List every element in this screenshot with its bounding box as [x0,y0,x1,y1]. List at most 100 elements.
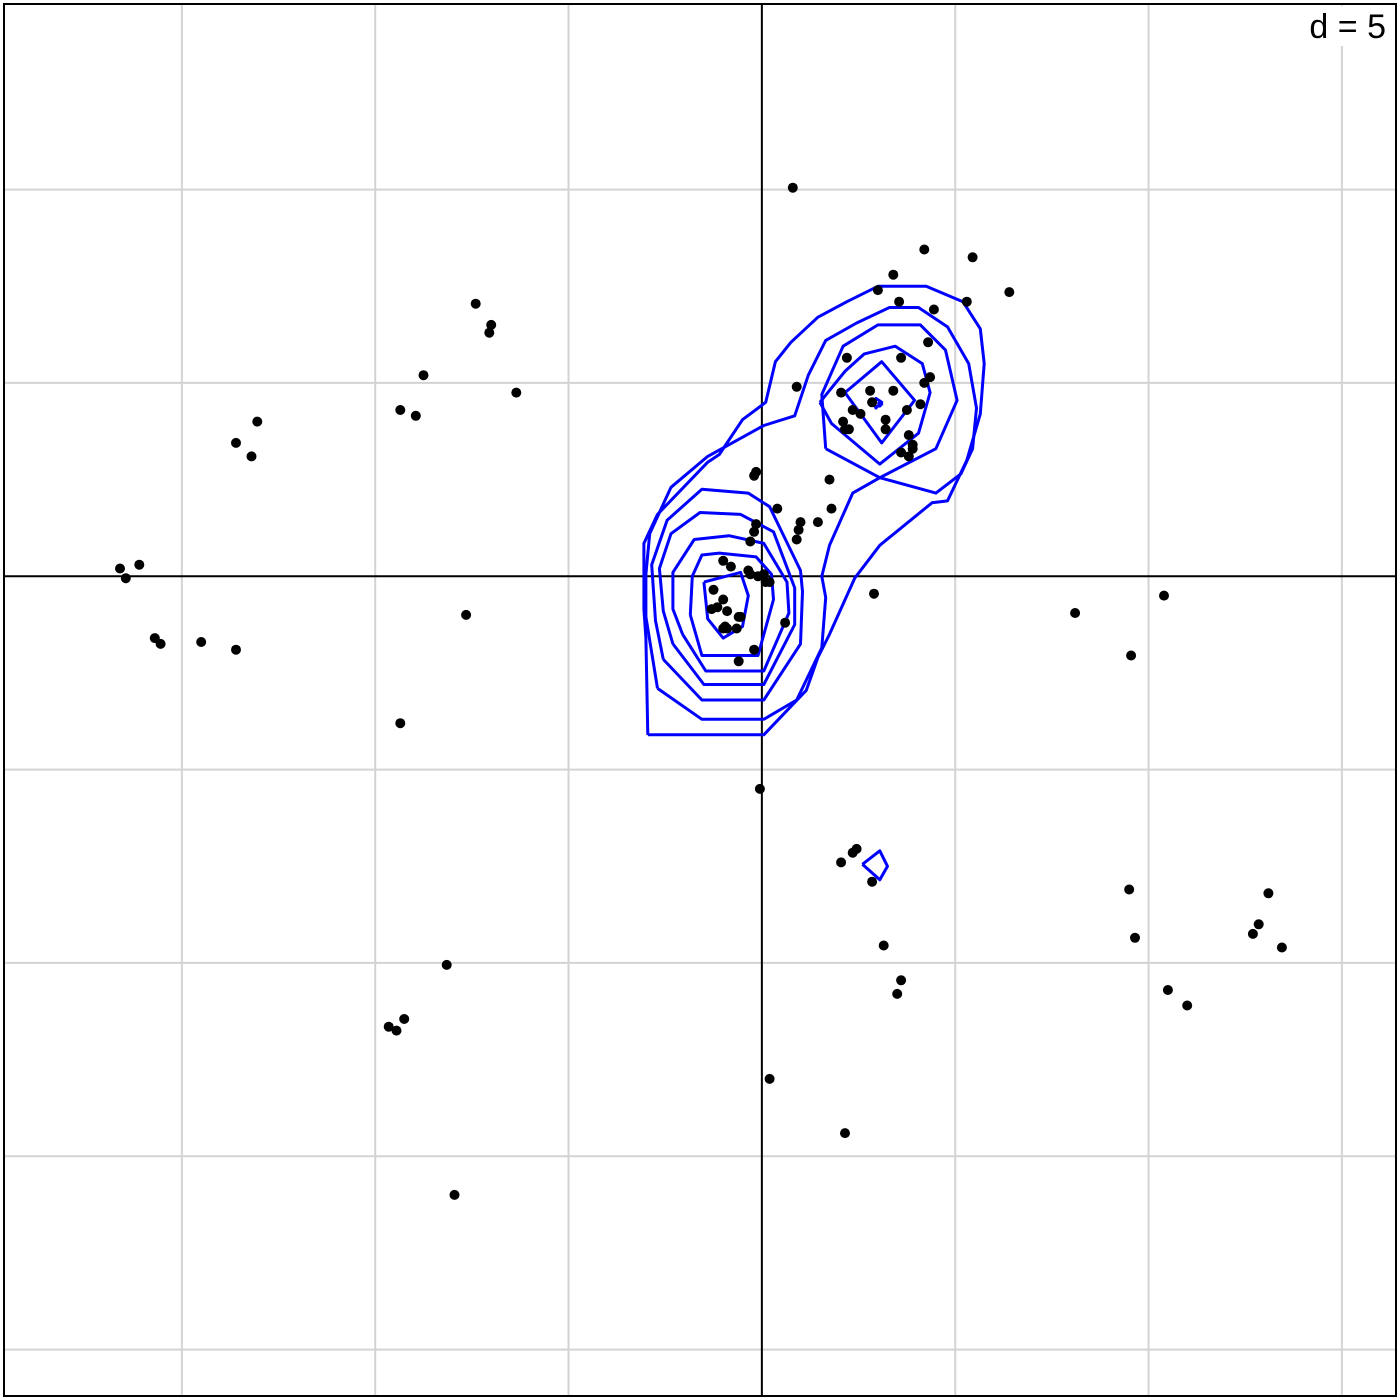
data-point [888,269,899,280]
data-point [764,1073,775,1084]
data-point [410,410,421,421]
data-point [1159,590,1169,601]
density-contour-line [702,570,750,640]
data-point [383,1021,394,1032]
plot-frame [3,3,1397,1397]
data-point [1247,928,1258,939]
data-point [708,584,719,595]
data-point [1263,888,1274,899]
data-point [733,656,744,667]
data-point [461,609,472,620]
data-point [903,451,914,462]
data-point [1124,884,1135,895]
data-point [880,424,891,435]
data-point [718,594,729,605]
data-point [967,252,978,263]
data-point [511,387,522,398]
data-point [418,370,429,381]
data-point [855,408,866,419]
data-point [115,563,125,574]
data-point [1126,650,1137,661]
data-point [795,517,806,528]
density-contour-line [876,400,884,408]
data-point [764,577,775,588]
grid-scale-label-background [1304,6,1394,46]
density-contour-line [843,360,917,445]
data-point [753,571,763,582]
data-point [441,959,452,970]
data-point [749,470,760,481]
data-point [1070,608,1081,618]
data-point [851,843,862,854]
grid-scale-label-group: d = 5 [1304,6,1394,46]
data-point [1004,287,1015,298]
data-point [867,876,878,887]
data-point [780,617,791,628]
data-point [449,1189,460,1200]
data-point [840,424,850,435]
data-point [231,437,241,448]
data-point [824,474,835,485]
grid-lines [4,4,1396,1396]
density-contour-line [688,551,775,657]
density-contour-line [820,323,959,480]
data-point [718,623,729,634]
data-point [867,397,878,408]
data-point [896,352,907,363]
data-point [196,637,207,647]
data-point [892,988,903,999]
data-point [1182,1000,1193,1011]
density-contours [642,284,986,882]
data-point [826,503,837,514]
data-point [841,352,852,363]
data-point [869,588,879,599]
data-points [115,182,1287,1200]
density-contour-line [644,306,978,721]
data-point [1162,985,1173,995]
data-point [836,387,847,398]
data-point [791,534,802,545]
density-contour-line [861,849,889,882]
data-point [961,296,972,307]
data-point [399,1014,410,1024]
data-point [749,526,760,537]
data-point [896,447,907,458]
density-contour-line [671,534,791,673]
data-point [749,644,760,655]
data-point [395,718,406,729]
data-point [923,337,934,348]
data-point [872,285,883,296]
density-contour-line [650,487,804,702]
data-point [915,399,926,410]
data-point [395,405,406,415]
data-point [838,416,849,427]
data-point [903,430,914,441]
data-point [836,857,847,868]
data-point [231,644,241,655]
data-point [880,414,891,425]
data-point [925,372,936,383]
data-point [745,569,756,580]
data-point [484,327,495,338]
data-point [470,298,481,309]
data-point [865,385,876,396]
data-point [1276,942,1287,953]
data-point [894,296,905,307]
data-point [907,443,918,454]
data-point [712,602,723,613]
data-point [486,319,497,330]
data-point [793,524,804,535]
data-point [391,1025,402,1036]
data-point [120,573,131,584]
data-point [725,561,736,572]
data-point [787,182,798,193]
data-point [896,975,907,986]
data-point [731,623,742,634]
data-point [745,536,756,547]
grid-scale-label: d = 5 [1309,8,1386,46]
data-point [919,244,930,255]
data-point [718,555,729,566]
data-point [754,783,765,794]
